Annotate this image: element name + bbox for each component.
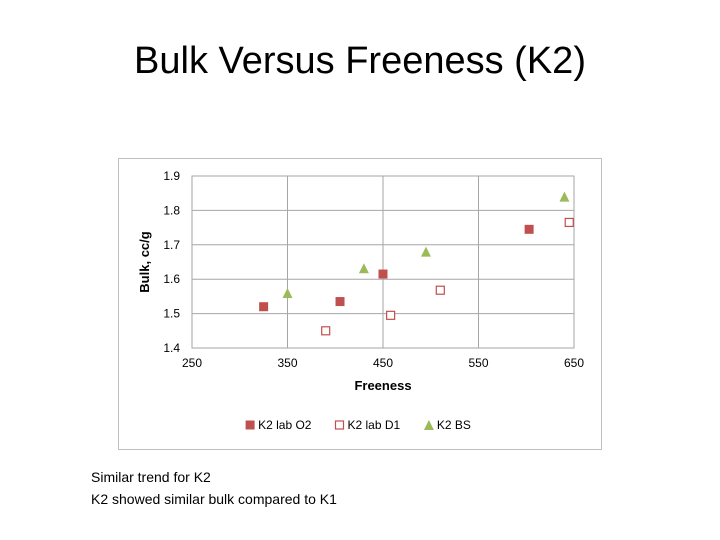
y-axis-title: Bulk, cc/g [137,231,152,292]
note-line: K2 showed similar bulk compared to K1 [91,491,337,507]
x-tick-label: 250 [182,356,202,370]
data-point [335,297,345,307]
legend-marker [245,420,255,430]
data-point [420,246,431,257]
legend-label: K2 BS [437,418,471,432]
y-tick-label: 1.8 [163,203,180,217]
y-tick-label: 1.6 [163,272,180,286]
x-tick-label: 650 [564,356,584,370]
slide-title: Bulk Versus Freeness (K2) [134,40,586,82]
data-point [378,269,388,279]
legend-label: K2 lab O2 [258,418,312,432]
scatter-chart: 1.4 1.5 1.6 1.7 1.8 1.9 250 350 450 550 650 Freene… [137,169,584,432]
y-tick-label: 1.4 [163,341,180,355]
legend-label: K2 lab D1 [348,418,401,432]
data-point [282,287,293,298]
data-point [564,217,574,228]
legend-marker [334,420,345,430]
x-tick-label: 450 [373,356,393,370]
y-tick-label: 1.7 [163,238,180,252]
data-point [524,224,534,234]
legend: K2 lab O2 K2 lab D1 K2 BS [245,418,471,432]
data-point [435,285,445,295]
legend-marker [423,420,434,430]
data-point [358,263,369,274]
data-point [259,302,269,312]
data-points [259,191,574,336]
x-axis-title: Freeness [354,378,411,393]
data-point [559,191,570,202]
x-tick-label: 550 [468,356,488,370]
chart-area: 1.4 1.5 1.6 1.7 1.8 1.9 250 350 450 550 650 Freene… [118,158,602,450]
tick-labels: 1.4 1.5 1.6 1.7 1.8 1.9 250 350 450 550 650 [163,169,584,370]
y-tick-label: 1.5 [163,307,180,321]
data-point [386,310,396,320]
data-point [321,326,331,336]
slide-notes: Similar trend for K2 K2 showed similar b… [91,466,337,510]
note-line: Similar trend for K2 [91,469,211,485]
grid [191,175,575,349]
y-tick-label: 1.9 [163,169,180,183]
x-tick-label: 350 [277,356,297,370]
